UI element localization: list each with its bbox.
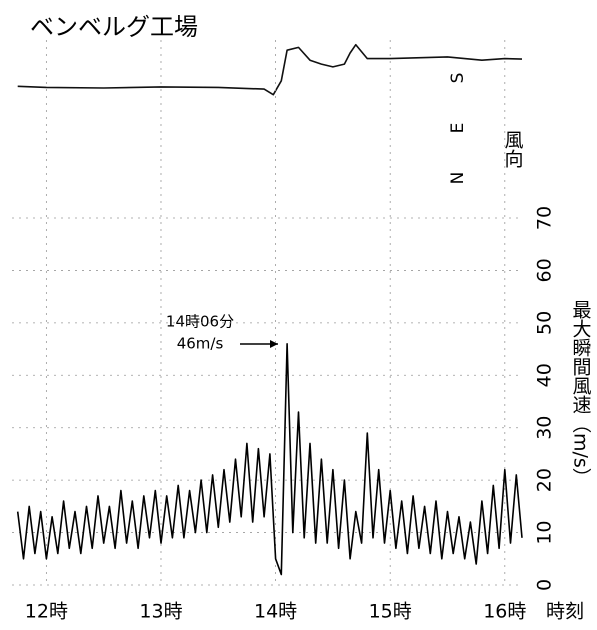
y-tick-label: S xyxy=(448,73,468,84)
x-tick-label: 14時 xyxy=(254,601,297,623)
x-axis-label: 時刻 xyxy=(546,601,584,623)
chart-title: ベンベルグ工場 xyxy=(30,13,198,41)
y-tick-label: 50 xyxy=(534,311,556,335)
y-tick-label: 20 xyxy=(534,468,556,492)
y-axis-label: 最大瞬間風速（m/s） xyxy=(570,300,592,487)
x-tick-label: 13時 xyxy=(139,601,182,623)
x-tick-label: 16時 xyxy=(483,601,526,623)
background xyxy=(0,0,597,630)
direction-axis-label: 風向 xyxy=(502,130,524,168)
y-tick-label: 60 xyxy=(534,258,556,282)
y-tick-label: 70 xyxy=(534,206,556,230)
y-tick-label: E xyxy=(448,123,468,134)
annotation: 46m/s xyxy=(177,335,224,353)
y-tick-label: N xyxy=(448,172,468,185)
annotation: 14時06分 xyxy=(166,313,234,331)
x-tick-label: 12時 xyxy=(25,601,68,623)
y-tick-label: 0 xyxy=(534,579,556,591)
y-tick-label: 40 xyxy=(534,363,556,387)
chart: ベンベルグ工場 風向 最大瞬間風速（m/s） 時刻 14時06分 46m/s N… xyxy=(0,0,597,630)
y-tick-label: 10 xyxy=(534,520,556,544)
y-tick-label: 30 xyxy=(534,416,556,440)
x-tick-label: 15時 xyxy=(369,601,412,623)
